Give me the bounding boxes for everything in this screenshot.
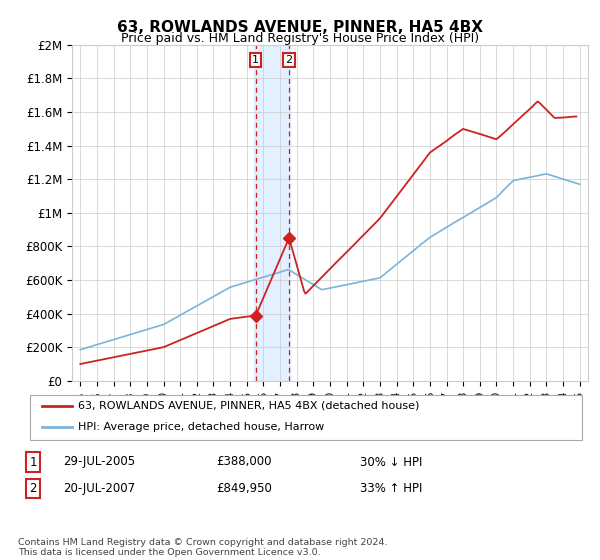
Text: 2: 2 <box>29 482 37 495</box>
Text: 1: 1 <box>29 455 37 469</box>
Text: 20-JUL-2007: 20-JUL-2007 <box>63 482 135 495</box>
Text: HPI: Average price, detached house, Harrow: HPI: Average price, detached house, Harr… <box>78 422 324 432</box>
Text: 1: 1 <box>252 55 259 65</box>
Text: 63, ROWLANDS AVENUE, PINNER, HA5 4BX: 63, ROWLANDS AVENUE, PINNER, HA5 4BX <box>117 20 483 35</box>
Text: 33% ↑ HPI: 33% ↑ HPI <box>360 482 422 495</box>
Text: 30% ↓ HPI: 30% ↓ HPI <box>360 455 422 469</box>
Text: £388,000: £388,000 <box>216 455 271 469</box>
Text: Price paid vs. HM Land Registry's House Price Index (HPI): Price paid vs. HM Land Registry's House … <box>121 32 479 45</box>
Text: 29-JUL-2005: 29-JUL-2005 <box>63 455 135 469</box>
Text: 2: 2 <box>286 55 293 65</box>
Text: £849,950: £849,950 <box>216 482 272 495</box>
Text: Contains HM Land Registry data © Crown copyright and database right 2024.
This d: Contains HM Land Registry data © Crown c… <box>18 538 388 557</box>
Bar <box>254 45 290 381</box>
Text: 63, ROWLANDS AVENUE, PINNER, HA5 4BX (detached house): 63, ROWLANDS AVENUE, PINNER, HA5 4BX (de… <box>78 401 419 411</box>
